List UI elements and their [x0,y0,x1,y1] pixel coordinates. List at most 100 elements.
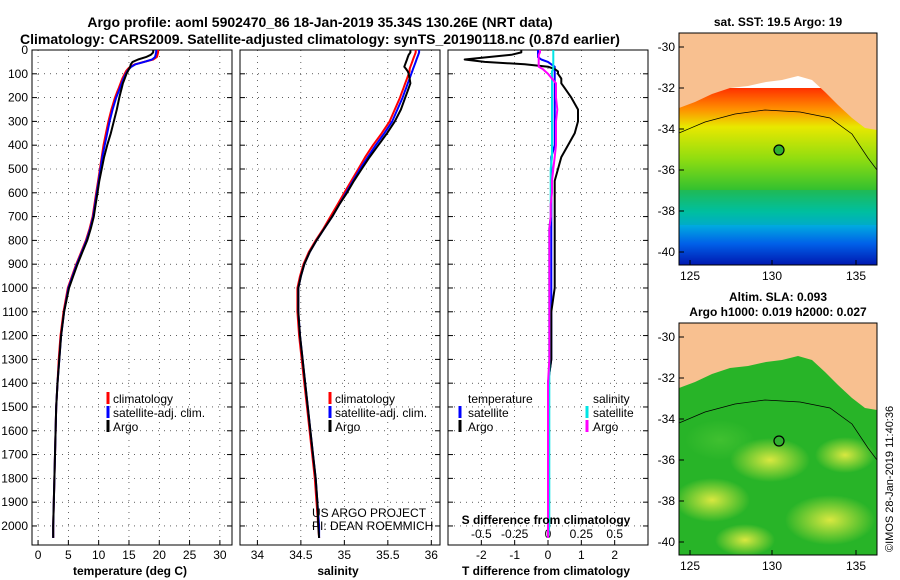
depth-tick-label: 800 [8,233,28,247]
map-lon-tick-label: 135 [846,269,866,283]
depth-tick-label: 500 [8,162,28,176]
temperature-xlabel: temperature (deg C) [73,564,187,578]
depth-tick-label: 200 [8,91,28,105]
sla-anomaly-blob [815,437,875,473]
legend-diff-sal-sat-label: satellite [593,406,634,420]
depth-tick-label: 300 [8,114,28,128]
sst-map-frame [678,32,878,266]
sst-bathymetry-contour [679,109,877,171]
depth-tick-label: 600 [8,186,28,200]
depth-tick-label: 100 [8,67,28,81]
map-lon-tick-label: 125 [680,559,700,573]
x-tick-label: 10 [92,548,106,562]
sla-bathymetry-contour [679,399,877,461]
map-lat-tick-label: -40 [658,535,676,549]
difference-legend: temperature satellite Argo salinity sate… [458,392,634,434]
x-tick-label: 0 [545,548,552,562]
title-line-2: Climatology: CARS2009. Satellite-adjuste… [20,31,620,47]
x-tick-label: 0 [35,548,42,562]
map-lat-tick-label: -30 [658,330,676,344]
sla-land [679,323,877,410]
depth-tick-label: 1500 [1,400,28,414]
map-lon-tick-label: 125 [680,269,700,283]
legend-temp-clim-label: climatology [113,392,173,406]
depth-tick-label: 1700 [1,448,28,462]
depth-tick-label: 1200 [1,329,28,343]
legend-diff-temp-argo-label: Argo [468,420,494,434]
x-tick-label: 34 [251,548,265,562]
sst-land [679,33,877,130]
sst-argo-marker [773,144,785,156]
map-lat-tick-label: -32 [658,371,676,385]
x-tick-label: 20 [153,548,167,562]
sst-field [679,88,877,265]
sla-map-title-1: Altim. SLA: 0.093 [729,290,827,304]
sdiff-tick-label: 0.25 [570,527,594,541]
sdiff-xlabel: S difference from climatology [462,513,631,527]
map-lat-tick-label: -36 [658,163,676,177]
sst-map-title: sat. SST: 19.5 Argo: 19 [714,15,843,29]
timestamp: ©IMOS 28-Jan-2019 11:40:36 [884,406,896,552]
depth-tick-label: 1400 [1,376,28,390]
depth-tick-label: 1600 [1,424,28,438]
difference-series-3 [537,50,559,538]
depth-tick-label: 700 [8,210,28,224]
map-lat-tick-label: -32 [658,81,676,95]
legend-diff-sal-argo-label: Argo [593,420,619,434]
sla-map-frame [678,322,878,556]
depth-tick-label: 400 [8,138,28,152]
map-lat-tick-label: -34 [658,122,676,136]
x-tick-label: 36 [425,548,439,562]
credit-line-2: PI: DEAN ROEMMICH [312,519,433,533]
credit-line-1: US ARGO PROJECT [312,506,427,520]
depth-tick-label: 1300 [1,352,28,366]
depth-tick-label: 1900 [1,495,28,509]
x-axes: 0 5 10 15 20 25 30 34 34.5 35 35.5 36 -2 -1 0 1 2 -0.5 -0.… [35,527,624,562]
salinity-legend: climatology satellite-adj. clim. Argo [328,392,427,434]
sla-anomaly-blob [715,524,775,555]
map-lon-tick-label: 130 [762,269,782,283]
series-layer [52,50,579,539]
map-lon-tick-label: 130 [762,559,782,573]
legend-diff-sal-title: salinity [593,392,630,406]
depth-tick-label: 1100 [2,305,28,319]
map-lat-tick-label: -38 [658,494,676,508]
sla-anomaly-blob [685,420,755,460]
x-tick-label: 35 [338,548,352,562]
salinity-series-2 [297,50,412,538]
x-tick-label: -2 [476,548,487,562]
x-tick-label: 5 [65,548,72,562]
map-lat-tick-label: -30 [658,40,676,54]
legend-sal-sat-label: satellite-adj. clim. [335,406,427,420]
sla-map [679,323,877,555]
sla-argo-marker [773,435,785,447]
legend-diff-temp-title: temperature [468,392,533,406]
map-lat-tick-label: -40 [658,245,676,259]
depth-axis: 0 100 200 300 400 500 600 700 800 900 1000 1100 1200… [1,43,28,533]
legend-temp-argo-label: Argo [113,420,139,434]
sla-anomaly-blob [785,495,875,545]
difference-series-2 [547,50,555,539]
x-tick-label: 35.5 [376,548,400,562]
x-tick-label: 30 [213,548,227,562]
depth-tick-label: 1000 [1,281,28,295]
legend-diff-temp-sat-label: satellite [468,406,509,420]
grid-layer [32,49,648,545]
x-tick-label: 1 [578,548,585,562]
sla-map-title-2: Argo h1000: 0.019 h2000: 0.027 [689,305,867,319]
x-tick-label: 15 [122,548,136,562]
sdiff-tick-label: -0.25 [501,527,529,541]
depth-tick-label: 900 [8,257,28,271]
title-line-1: Argo profile: aoml 5902470_86 18-Jan-201… [87,14,552,30]
sst-map [679,33,877,265]
sdiff-tick-label: -0.5 [471,527,492,541]
map-lat-tick-label: -36 [658,453,676,467]
map-lat-tick-label: -38 [658,204,676,218]
sst-band [679,190,877,225]
x-tick-label: 2 [611,548,618,562]
depth-tick-label: 0 [21,43,28,57]
x-tick-label: -1 [509,548,520,562]
sla-anomaly-blob [679,478,750,522]
map-axes: -30 -32 -34 -36 -38 -40 125 130 135 -30 -32 -34 -36 -… [658,40,867,573]
